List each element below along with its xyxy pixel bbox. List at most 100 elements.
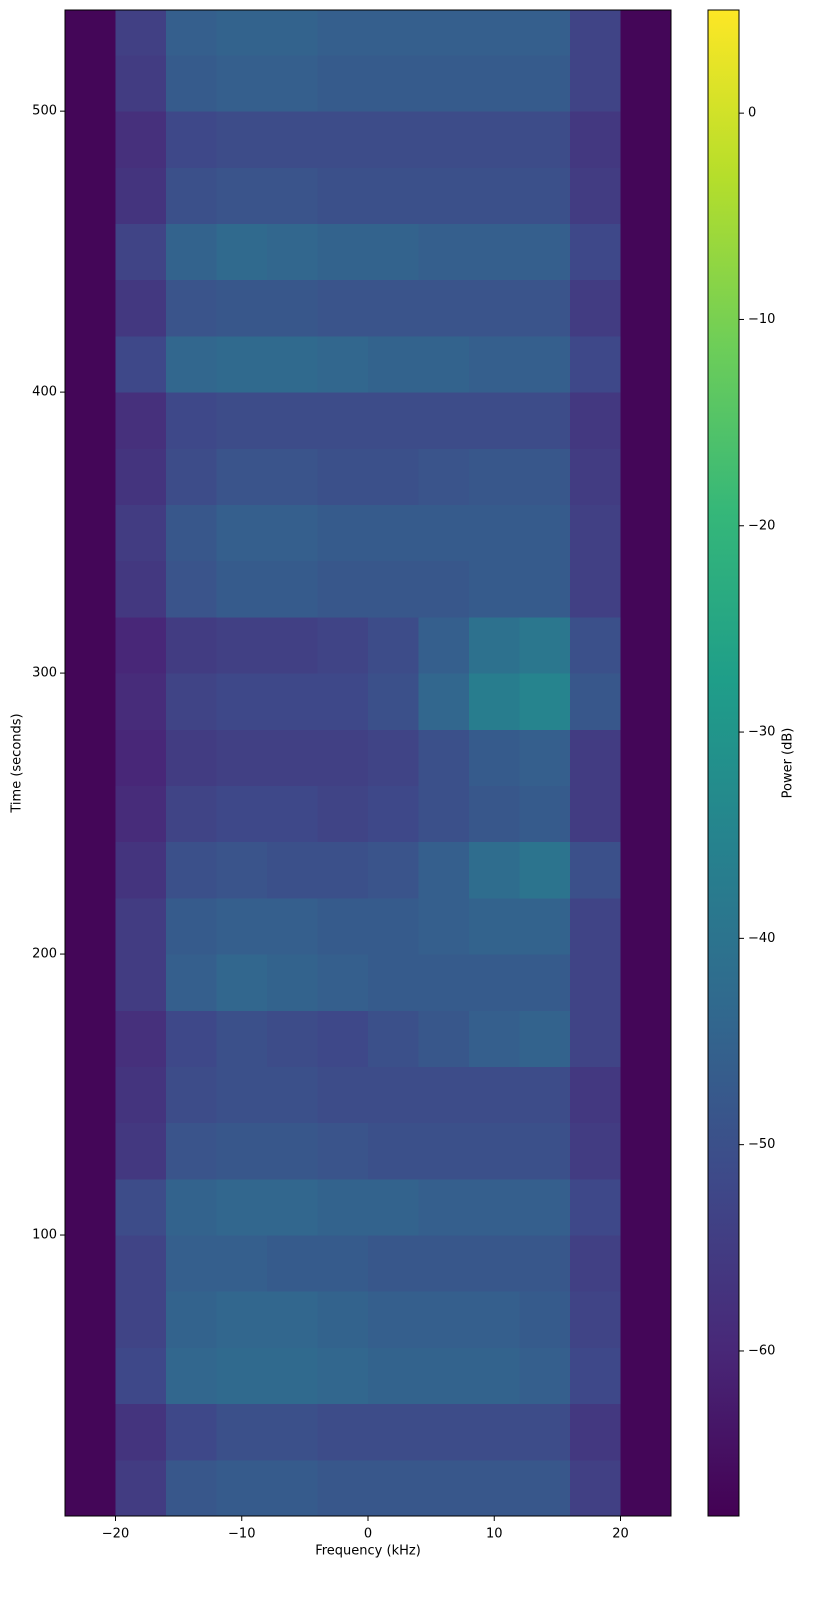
heatmap-cell: [570, 223, 621, 281]
heatmap-cell: [267, 1459, 318, 1517]
heatmap-cell: [418, 1235, 470, 1292]
heatmap-cell: [418, 504, 470, 562]
colorbar: [707, 9, 740, 1517]
heatmap-cell: [620, 111, 672, 168]
heatmap-cell: [418, 448, 470, 506]
heatmap-cell: [368, 1291, 419, 1348]
heatmap-cell: [317, 504, 369, 562]
heatmap-cell: [469, 1122, 520, 1180]
heatmap-cell: [216, 729, 268, 786]
heatmap-cell: [620, 729, 672, 786]
heatmap-cell: [115, 335, 167, 393]
heatmap-cell: [519, 1122, 571, 1180]
heatmap-cell: [570, 279, 621, 337]
heatmap-cell: [267, 1291, 318, 1348]
heatmap-cell: [65, 1347, 116, 1405]
heatmap-cell: [166, 673, 217, 730]
heatmap-cell: [620, 10, 672, 56]
heatmap-cell: [65, 785, 116, 843]
heatmap-cell: [267, 223, 318, 281]
heatmap-cell: [368, 1235, 419, 1292]
heatmap-cell: [166, 335, 217, 393]
heatmap-cell: [216, 1403, 268, 1461]
heatmap-cell: [115, 1291, 167, 1348]
heatmap-cell: [469, 1178, 520, 1236]
heatmap-cell: [65, 392, 116, 449]
heatmap-cell: [620, 1459, 672, 1517]
heatmap-cell: [115, 841, 167, 899]
y-tick-label: 500: [32, 104, 57, 119]
heatmap-cell: [115, 1122, 167, 1180]
heatmap-cell: [570, 560, 621, 618]
heatmap-cell: [418, 1122, 470, 1180]
heatmap-cell: [317, 897, 369, 955]
heatmap-cell: [368, 504, 419, 562]
heatmap-cell: [469, 223, 520, 281]
heatmap-cell: [368, 1010, 419, 1067]
heatmap-cell: [620, 1010, 672, 1067]
heatmap-cell: [65, 841, 116, 899]
heatmap-cell: [418, 111, 470, 168]
heatmap-cell: [216, 54, 268, 112]
heatmap-cell: [317, 54, 369, 112]
heatmap-cell: [368, 10, 419, 56]
heatmap-cell: [65, 54, 116, 112]
heatmap-cell: [216, 1122, 268, 1180]
heatmap-cell: [519, 1291, 571, 1348]
heatmap-cell: [115, 673, 167, 730]
heatmap-cell: [65, 729, 116, 786]
heatmap-cell: [620, 1178, 672, 1236]
heatmap-cell: [570, 841, 621, 899]
heatmap-cell: [620, 1403, 672, 1461]
heatmap-cell: [115, 10, 167, 56]
heatmap-cell: [267, 1178, 318, 1236]
heatmap-cell: [267, 279, 318, 337]
heatmap-cell: [620, 223, 672, 281]
heatmap-cell: [368, 223, 419, 281]
heatmap-cell: [216, 616, 268, 674]
heatmap-cell: [65, 1291, 116, 1348]
heatmap-cell: [115, 1459, 167, 1517]
heatmap-cell: [317, 841, 369, 899]
heatmap-cell: [519, 111, 571, 168]
heatmap-cell: [519, 1347, 571, 1405]
heatmap-cell: [620, 279, 672, 337]
heatmap-cell: [418, 335, 470, 393]
heatmap-cell: [570, 10, 621, 56]
heatmap-cell: [166, 616, 217, 674]
heatmap-cell: [267, 504, 318, 562]
heatmap-cell: [115, 279, 167, 337]
heatmap-cell: [216, 111, 268, 168]
heatmap-cell: [166, 1291, 217, 1348]
heatmap-cell: [115, 167, 167, 225]
heatmap-cell: [570, 1010, 621, 1067]
heatmap-cell: [418, 392, 470, 449]
heatmap-cell: [469, 1291, 520, 1348]
heatmap-cell: [317, 616, 369, 674]
y-tick-label: 200: [32, 947, 57, 962]
heatmap-cell: [317, 954, 369, 1011]
heatmap-cell: [166, 560, 217, 618]
heatmap-cell: [368, 897, 419, 955]
heatmap-cell: [267, 392, 318, 449]
heatmap-cell: [267, 111, 318, 168]
heatmap-cell: [216, 335, 268, 393]
heatmap-cell: [166, 1010, 217, 1067]
heatmap-cell: [418, 841, 470, 899]
heatmap-cell: [115, 1010, 167, 1067]
heatmap-cell: [620, 448, 672, 506]
heatmap-cell: [317, 673, 369, 730]
heatmap-cell: [418, 1010, 470, 1067]
x-tick-label: 0: [364, 1527, 372, 1542]
heatmap-cell: [115, 1178, 167, 1236]
heatmap-cell: [317, 1403, 369, 1461]
colorbar-tick-label: −10: [748, 312, 775, 327]
heatmap-cell: [368, 1178, 419, 1236]
heatmap-cell: [620, 897, 672, 955]
heatmap-cell: [317, 560, 369, 618]
heatmap-cell: [418, 1178, 470, 1236]
heatmap-cell: [570, 504, 621, 562]
heatmap-cell: [317, 785, 369, 843]
heatmap-cell: [317, 1291, 369, 1348]
